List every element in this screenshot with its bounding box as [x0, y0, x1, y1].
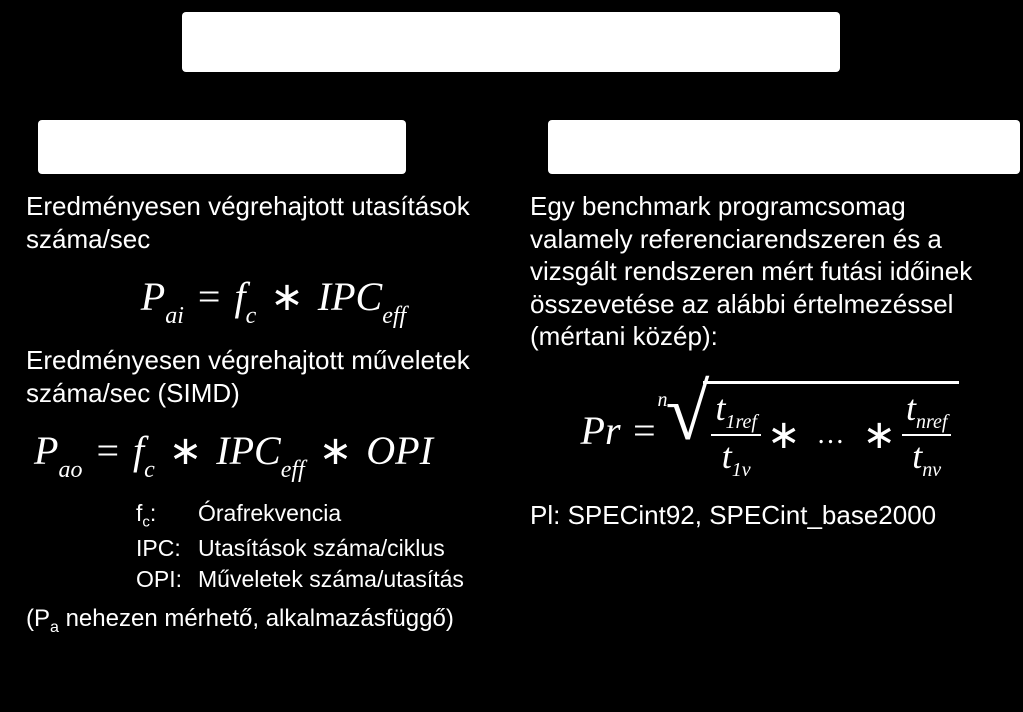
- fr-lhs-sub: r: [605, 408, 621, 453]
- f1-r2-var: IPC: [318, 274, 382, 319]
- t1d-sub: nv: [922, 459, 941, 481]
- f2-r0-var: f: [133, 428, 144, 473]
- left-desc-2: Eredményesen végrehajtott műveletek szám…: [26, 344, 521, 409]
- f1-r2-sub: eff: [382, 303, 406, 329]
- t1n-sub: nref: [916, 411, 947, 433]
- leg2-colon: :: [176, 566, 182, 592]
- ellipsis: …: [806, 419, 856, 451]
- t0d-var: t: [722, 436, 732, 476]
- f2-r4-var: OPI: [366, 428, 433, 473]
- leg1-colon: :: [174, 535, 180, 561]
- leg0-text: Órafrekvencia: [198, 498, 341, 533]
- fr-lhs-var: P: [581, 408, 605, 453]
- f2-r2-sub: eff: [281, 457, 305, 483]
- f1-r0-sub: c: [246, 303, 257, 329]
- leg2-text: Műveletek száma/utasítás: [198, 564, 464, 595]
- formula-pao: Pao = fc ∗ IPCeff ∗ OPI: [34, 427, 521, 480]
- legend-row-opi: OPI: Műveletek száma/utasítás: [136, 564, 521, 595]
- radical: √ t1ref t1v ∗ … ∗ tnref tnv: [666, 381, 960, 480]
- equals-sign: =: [194, 274, 225, 319]
- left-heading-placeholder-box: [38, 120, 406, 174]
- f2-r0-sub: c: [144, 457, 155, 483]
- leg2-sym: OPI: [136, 566, 176, 592]
- leg1-sym: IPC: [136, 535, 174, 561]
- f2-op3: ∗: [315, 428, 357, 473]
- fn-pre: (P: [26, 605, 50, 632]
- t1n-var: t: [906, 388, 916, 428]
- t0n-sub: 1ref: [725, 411, 756, 433]
- right-heading-placeholder-box: [548, 120, 1020, 174]
- sep-op-2: ∗: [856, 411, 902, 458]
- f1-r0-var: f: [234, 274, 245, 319]
- fn-post: nehezen mérhető, alkalmazásfüggő): [59, 605, 454, 632]
- formula-pr: Pr = n √ t1ref t1v ∗ … ∗ tnref tnv: [530, 381, 1010, 480]
- fn-sub: a: [50, 619, 59, 636]
- equals-sign: =: [92, 428, 123, 473]
- f1-op1: ∗: [266, 274, 308, 319]
- left-footnote: (Pa nehezen mérhető, alkalmazásfüggő): [26, 605, 521, 637]
- left-desc-1: Eredményesen végrehajtott utasítások szá…: [26, 190, 521, 255]
- right-example: Pl: SPECint92, SPECint_base2000: [530, 500, 1010, 531]
- legend-row-ipc: IPC: Utasítások száma/ciklus: [136, 533, 521, 564]
- leg0-sub: c: [142, 514, 150, 531]
- title-placeholder-box: [182, 12, 840, 72]
- equals-sign: =: [631, 408, 658, 453]
- legend: fc: Órafrekvencia IPC: Utasítások száma/…: [136, 498, 521, 595]
- t0n-var: t: [715, 388, 725, 428]
- radicand: t1ref t1v ∗ … ∗ tnref tnv: [703, 381, 959, 480]
- left-column: Eredményesen végrehajtott utasítások szá…: [26, 190, 521, 637]
- t1d-var: t: [912, 436, 922, 476]
- t0d-sub: 1v: [732, 459, 751, 481]
- right-column: Egy benchmark programcsomag valamely ref…: [530, 190, 1010, 531]
- f2-lhs-sub: ao: [58, 457, 82, 483]
- sep-op-1: ∗: [761, 411, 807, 458]
- leg0-colon: :: [150, 500, 156, 526]
- f2-r2-var: IPC: [216, 428, 280, 473]
- right-desc: Egy benchmark programcsomag valamely ref…: [530, 190, 1010, 353]
- fraction-n: tnref tnv: [902, 390, 952, 480]
- leg1-text: Utasítások száma/ciklus: [198, 533, 445, 564]
- f2-op1: ∗: [165, 428, 207, 473]
- f1-lhs-sub: ai: [165, 303, 184, 329]
- legend-row-fc: fc: Órafrekvencia: [136, 498, 521, 533]
- formula-pai: Pai = fc ∗ IPCeff: [26, 273, 521, 326]
- f2-lhs-var: P: [34, 428, 58, 473]
- f1-lhs-var: P: [141, 274, 165, 319]
- fraction-1: t1ref t1v: [711, 390, 761, 480]
